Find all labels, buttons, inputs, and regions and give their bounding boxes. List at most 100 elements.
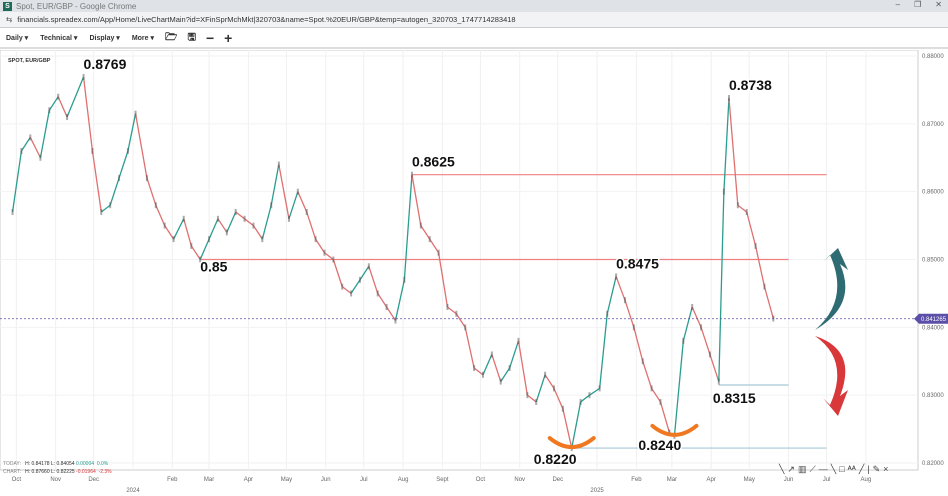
price-bar bbox=[499, 378, 502, 385]
price-segment bbox=[420, 225, 431, 240]
y-tick-label: 0.85000 bbox=[922, 258, 944, 264]
price-bar bbox=[481, 371, 484, 378]
price-bar bbox=[437, 249, 440, 256]
y-tick-label: 0.88000 bbox=[922, 54, 944, 60]
price-segment bbox=[66, 76, 85, 118]
hline-tool-icon[interactable]: — bbox=[818, 464, 828, 474]
curve-tool-icon[interactable]: ↗ bbox=[787, 464, 795, 474]
restore-icon[interactable]: ❐ bbox=[914, 0, 922, 9]
price-bar bbox=[561, 405, 564, 412]
display-dropdown[interactable]: Display ▾ bbox=[89, 35, 120, 42]
price-segment bbox=[673, 340, 684, 436]
today-row: TODAY: H: 0.84178 L: 0.84054 0.00004 0.0… bbox=[3, 461, 109, 467]
price-bar bbox=[722, 188, 725, 195]
price-chart[interactable]: Oct Nov Dec 2024 Feb Mar Apr May Jun Jul Aug Sept Oc… bbox=[0, 50, 948, 496]
price-segment bbox=[651, 388, 662, 403]
price-bar bbox=[270, 202, 273, 209]
zoom-in-icon[interactable]: + bbox=[224, 30, 233, 46]
rect-tool-icon[interactable]: □ bbox=[839, 464, 845, 474]
price-segment bbox=[368, 266, 379, 294]
ray-tool-icon[interactable]: ╲ bbox=[830, 464, 837, 474]
price-segment bbox=[642, 361, 653, 389]
price-bar bbox=[517, 337, 520, 344]
price-bar bbox=[376, 290, 379, 297]
x-tick-label: May bbox=[744, 477, 755, 483]
fib-tool-icon[interactable]: ▥ bbox=[797, 464, 807, 474]
price-bar bbox=[623, 297, 626, 304]
price-segment bbox=[39, 110, 50, 158]
price-bar bbox=[252, 222, 255, 229]
close-icon[interactable]: ✕ bbox=[935, 0, 942, 9]
price-segment bbox=[763, 286, 774, 319]
more-dropdown[interactable]: More ▾ bbox=[131, 35, 155, 42]
price-segment bbox=[359, 265, 370, 281]
price-segment bbox=[164, 225, 175, 240]
y-tick-label: 0.84000 bbox=[922, 325, 944, 331]
price-bar bbox=[234, 209, 237, 216]
pencil-icon[interactable]: ✎ bbox=[872, 464, 881, 474]
address-bar[interactable]: ⇆ financials.spreadex.com/App/Home/LiveC… bbox=[0, 12, 948, 28]
price-bar bbox=[29, 134, 32, 141]
price-bar bbox=[305, 209, 308, 216]
minimize-icon[interactable]: – bbox=[895, 0, 901, 9]
price-segment bbox=[728, 98, 739, 206]
price-segment bbox=[411, 174, 422, 226]
url-text[interactable]: financials.spreadex.com/App/Home/LiveCha… bbox=[17, 15, 516, 24]
save-icon[interactable]: 🖫 bbox=[187, 31, 196, 43]
price-bar bbox=[419, 222, 422, 229]
x-tick-label: May bbox=[281, 477, 292, 483]
y-tick-label: 0.83000 bbox=[922, 393, 944, 399]
price-bar bbox=[403, 276, 406, 283]
price-bar bbox=[91, 147, 94, 154]
price-segment bbox=[324, 252, 334, 261]
price-segment bbox=[244, 218, 254, 227]
price-segment bbox=[624, 299, 635, 328]
x-tick-label: 2024 bbox=[126, 488, 140, 494]
x-tick-label: Dec bbox=[88, 477, 99, 483]
price-segment bbox=[11, 150, 23, 213]
price-segment bbox=[183, 218, 192, 247]
text-tool-icon[interactable]: ᴬᴬ bbox=[847, 464, 856, 474]
price-segment bbox=[606, 276, 617, 314]
price-bar bbox=[39, 154, 42, 161]
technical-dropdown[interactable]: Technical ▾ bbox=[40, 35, 78, 42]
price-bar bbox=[708, 351, 711, 358]
price-annotation: 0.85 bbox=[200, 259, 227, 275]
zoom-out-icon[interactable]: − bbox=[205, 30, 215, 46]
folder-open-icon[interactable]: 🗁 bbox=[165, 31, 178, 43]
price-bar bbox=[641, 358, 644, 365]
price-bar bbox=[287, 215, 290, 222]
price-segment bbox=[100, 204, 111, 213]
price-bar bbox=[700, 324, 703, 331]
price-bar bbox=[526, 392, 529, 399]
price-segment bbox=[350, 279, 361, 294]
y-tick-label: 0.86000 bbox=[922, 190, 944, 196]
price-segment bbox=[288, 191, 299, 220]
price-bar bbox=[109, 202, 112, 209]
price-bar bbox=[208, 236, 211, 243]
line-tool-icon[interactable]: ╲ bbox=[779, 464, 785, 474]
x-tick-label: Aug bbox=[861, 477, 872, 483]
price-segment bbox=[226, 211, 237, 233]
fan-tool-icon[interactable]: ⟋ bbox=[809, 464, 816, 474]
price-bar bbox=[579, 398, 582, 405]
price-segment bbox=[127, 113, 137, 152]
x-tick-label: Oct bbox=[476, 477, 486, 483]
daily-dropdown[interactable]: Daily ▾ bbox=[6, 35, 29, 42]
window-controls: – ❐ ✕ bbox=[896, 0, 942, 9]
current-price-tag bbox=[914, 313, 948, 324]
x-tick-label: 2025 bbox=[590, 488, 604, 494]
delete-drawings-icon[interactable]: × bbox=[883, 464, 889, 474]
price-segment bbox=[29, 137, 42, 159]
price-bar bbox=[358, 276, 361, 283]
price-bar bbox=[182, 215, 185, 222]
price-bar bbox=[736, 202, 739, 209]
price-bar bbox=[216, 215, 219, 222]
vline-tool-icon[interactable]: | bbox=[867, 464, 870, 474]
site-settings-icon[interactable]: ⇆ bbox=[6, 15, 13, 24]
price-bar bbox=[535, 398, 538, 405]
x-tick-label: Apr bbox=[707, 477, 716, 483]
price-segment bbox=[754, 245, 766, 287]
trend-tool-icon[interactable]: ╱ bbox=[858, 464, 865, 474]
price-segment bbox=[659, 401, 670, 433]
